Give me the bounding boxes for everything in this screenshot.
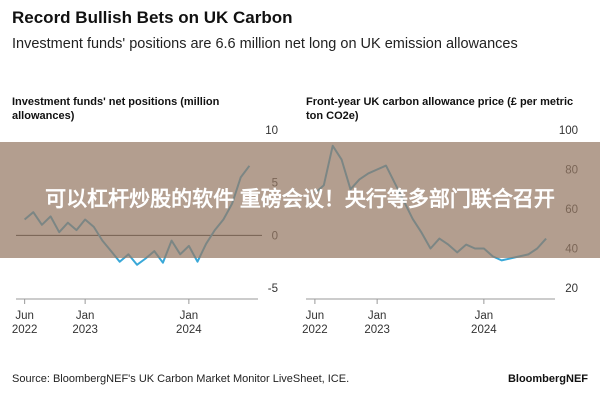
right-x-tick-label: 2023 — [364, 324, 390, 336]
left-x-tick-label: Jun — [15, 310, 34, 322]
left-y-tick-label: -5 — [268, 283, 278, 295]
chart-title: Record Bullish Bets on UK Carbon — [12, 8, 293, 27]
right-x-tick-label: Jan — [475, 310, 494, 322]
overlay-text: 可以杠杆炒股的软件 重磅会议！央行等多部门联合召开 — [45, 188, 555, 211]
left-x-tick-label: Jan — [180, 310, 199, 322]
right-x-tick-label: 2022 — [302, 324, 328, 336]
right-panel-title: Front-year UK carbon allowance price (£ … — [306, 96, 574, 122]
right-x-tick-label: Jan — [368, 310, 387, 322]
chart-subtitle: Investment funds' positions are 6.6 mill… — [12, 36, 518, 52]
left-x-tick-label: 2024 — [176, 324, 202, 336]
left-panel-title: Investment funds' net positions (million… — [12, 96, 220, 122]
right-x-tick-label: Jun — [306, 310, 325, 322]
source-note: Source: BloombergNEF's UK Carbon Market … — [12, 373, 350, 385]
right-x-tick-label: 2024 — [471, 324, 497, 336]
brand-logo: BloombergNEF — [507, 373, 588, 385]
right-y-tick-label: 20 — [565, 283, 578, 295]
left-x-tick-label: 2022 — [12, 324, 38, 336]
left-y-tick-label: 10 — [265, 125, 278, 137]
left-x-tick-label: 2023 — [72, 324, 98, 336]
right-y-tick-label: 100 — [559, 125, 578, 137]
left-x-tick-label: Jan — [76, 310, 95, 322]
overlay-banner: 可以杠杆炒股的软件 重磅会议！央行等多部门联合召开 — [0, 142, 600, 258]
